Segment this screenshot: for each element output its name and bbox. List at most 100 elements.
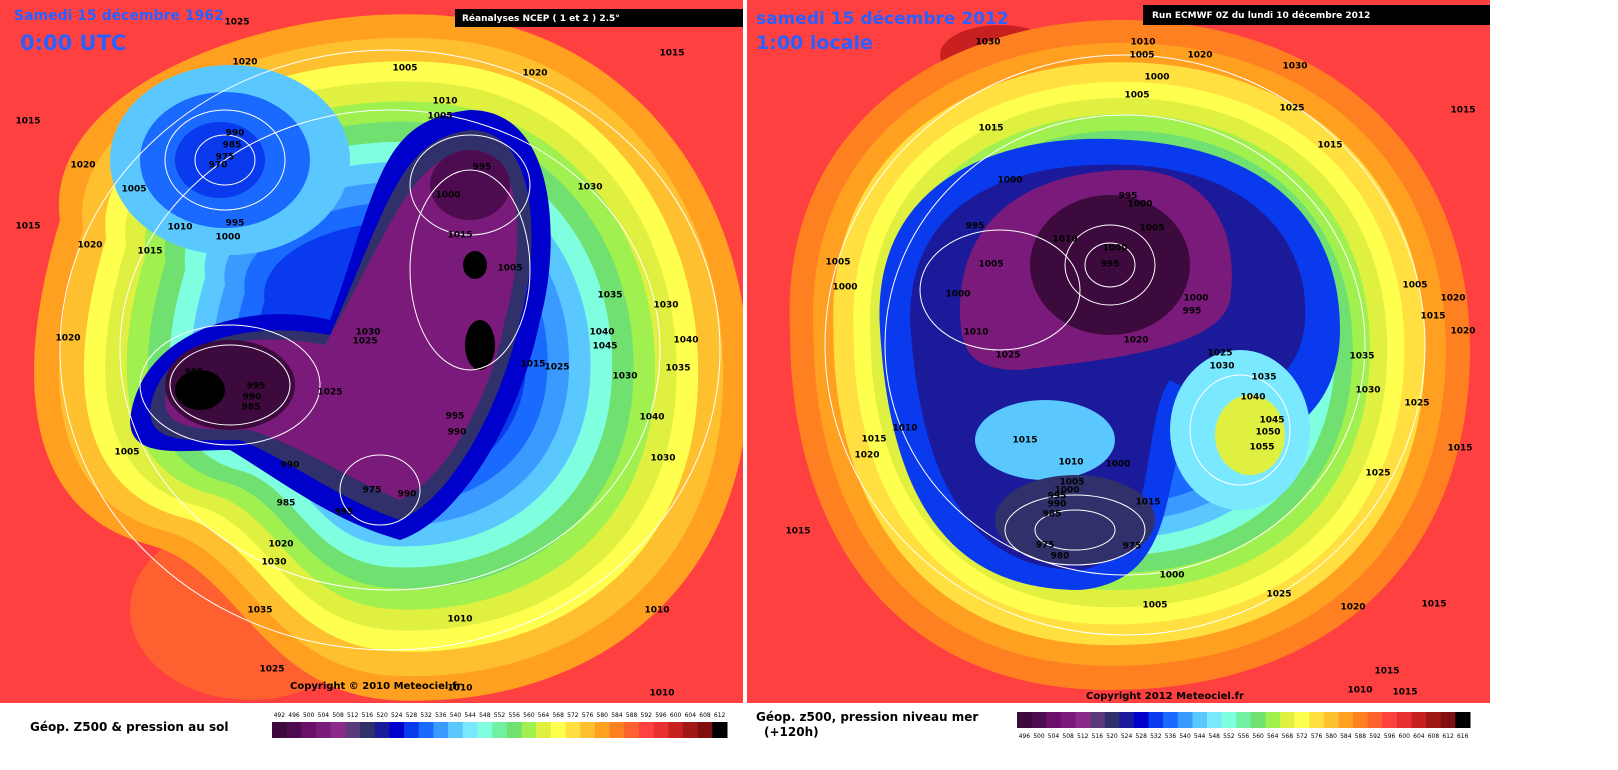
overlay: Réanalyses NCEP ( 1 et 2 ) 2.5° Run ECMW… [14, 5, 1490, 740]
contour-fill [463, 251, 487, 279]
pressure-label: 1020 [522, 69, 547, 79]
legend-swatch [1250, 712, 1266, 728]
legend-swatch [1046, 712, 1062, 728]
pressure-label: 975 [363, 486, 382, 496]
pressure-label: 1015 [447, 231, 472, 241]
pressure-label: 1010 [1058, 458, 1083, 468]
pressure-label: 1030 [261, 558, 286, 568]
legend-tick-label: 592 [1369, 733, 1381, 740]
isobar [169, 344, 291, 426]
legend-swatch [1382, 712, 1398, 728]
isobar [409, 169, 531, 371]
pressure-label: 1015 [1374, 667, 1399, 677]
legend-swatch [492, 722, 508, 738]
pressure-label: 995 [1119, 192, 1138, 202]
pressure-label: 1000 [1127, 200, 1152, 210]
legend-tick-label: 524 [1121, 733, 1133, 740]
pressure-label: 1010 [1130, 38, 1155, 48]
pressure-label: 1015 [15, 222, 40, 232]
pressure-label: 1000 [1105, 460, 1130, 470]
pressure-label: 1005 [1129, 51, 1154, 61]
isobar [1189, 374, 1291, 486]
pressure-label: 1015 [1392, 688, 1417, 698]
contour-fill [175, 370, 225, 410]
pressure-label: 995 [247, 382, 266, 392]
legend-tick-label: 572 [1296, 733, 1308, 740]
legend-tick-label: 616 [1457, 733, 1469, 740]
pressure-label: 1025 [1207, 349, 1232, 359]
pressure-label: 990 [1048, 500, 1067, 510]
pressure-label: 985 [223, 141, 242, 151]
pressure-label: 1015 [1012, 436, 1037, 446]
legend-tick-label: 568 [552, 712, 564, 719]
legend-tick-label: 556 [1238, 733, 1250, 740]
separator [743, 0, 747, 703]
pressure-label: 1000 [997, 176, 1022, 186]
legend-swatch [462, 722, 478, 738]
legend-swatch [330, 722, 346, 738]
pressure-label: 1025 [1279, 104, 1304, 114]
legend-swatch [1221, 712, 1237, 728]
legend-swatch [1411, 712, 1427, 728]
legend-swatch [404, 722, 420, 738]
legend-swatch [1031, 712, 1047, 728]
legend-swatch [653, 722, 669, 738]
legend-tick-label: 544 [1194, 733, 1206, 740]
isobar [194, 134, 256, 186]
legend-swatch [521, 722, 537, 738]
legend-swatch [374, 722, 390, 738]
isobar [119, 109, 661, 591]
legend-swatch [1440, 712, 1456, 728]
pressure-label: 1015 [15, 117, 40, 127]
pressure-label: 1010 [963, 328, 988, 338]
isobar [1004, 494, 1146, 566]
legend-swatch [301, 722, 317, 738]
legend-swatch [1206, 712, 1223, 728]
legend-tick-label: 604 [685, 712, 697, 719]
pressure-label: 1000 [832, 283, 857, 293]
pressure-label: 1015 [520, 360, 545, 370]
legend-tick-label: 600 [1399, 733, 1411, 740]
pressure-label: 1045 [592, 342, 617, 352]
pressure-label: 1020 [1440, 294, 1465, 304]
legend-tick-label: 496 [288, 712, 300, 719]
pressure-label: 1010 [1347, 686, 1372, 696]
legend-swatch [433, 722, 449, 738]
pressure-label: 1030 [650, 454, 675, 464]
legend-tick-label: 552 [1223, 733, 1235, 740]
contour-fill [465, 320, 495, 370]
source: Run ECMWF 0Z du lundi 10 décembre 2012 [1152, 10, 1370, 21]
legend-swatch [1367, 712, 1383, 728]
pressure-label: 1005 [497, 264, 522, 274]
pressure-label: 1025 [317, 388, 342, 398]
legend-swatch [1090, 712, 1106, 728]
pressure-label: 1010 [892, 424, 917, 434]
pressure-label: 1025 [1365, 469, 1390, 479]
contour-fill [975, 400, 1115, 480]
pressure-label: 1015 [137, 247, 162, 257]
legend-swatch [1265, 712, 1281, 728]
legend-swatch [1163, 712, 1179, 728]
legend-tick-label: 508 [1062, 733, 1074, 740]
caption: Géop. Z500 & pression au sol [30, 720, 228, 734]
legend-tick-label: 548 [1209, 733, 1221, 740]
legend-tick-label: 556 [508, 712, 520, 719]
pressure-label: 990 [243, 393, 262, 403]
pressure-label: 980 [1051, 552, 1070, 562]
legend-tick-label: 544 [464, 712, 476, 719]
legend-tick-label: 512 [1077, 733, 1089, 740]
pressure-label: 1020 [232, 58, 257, 68]
pressure-label: 1050 [1255, 428, 1280, 438]
pressure-label: 1010 [432, 97, 457, 107]
legend-swatch [1280, 712, 1296, 728]
pressure-label: 1020 [1123, 336, 1148, 346]
pressure-label: 1015 [1447, 444, 1472, 454]
pressure-label: 1020 [55, 334, 80, 344]
pressure-label: 1010 [447, 615, 472, 625]
legend-swatch [345, 722, 361, 738]
pressure-label: 1015 [1317, 141, 1342, 151]
legend-tick-label: 560 [1252, 733, 1264, 740]
pressure-label: 1010 [1052, 235, 1077, 245]
